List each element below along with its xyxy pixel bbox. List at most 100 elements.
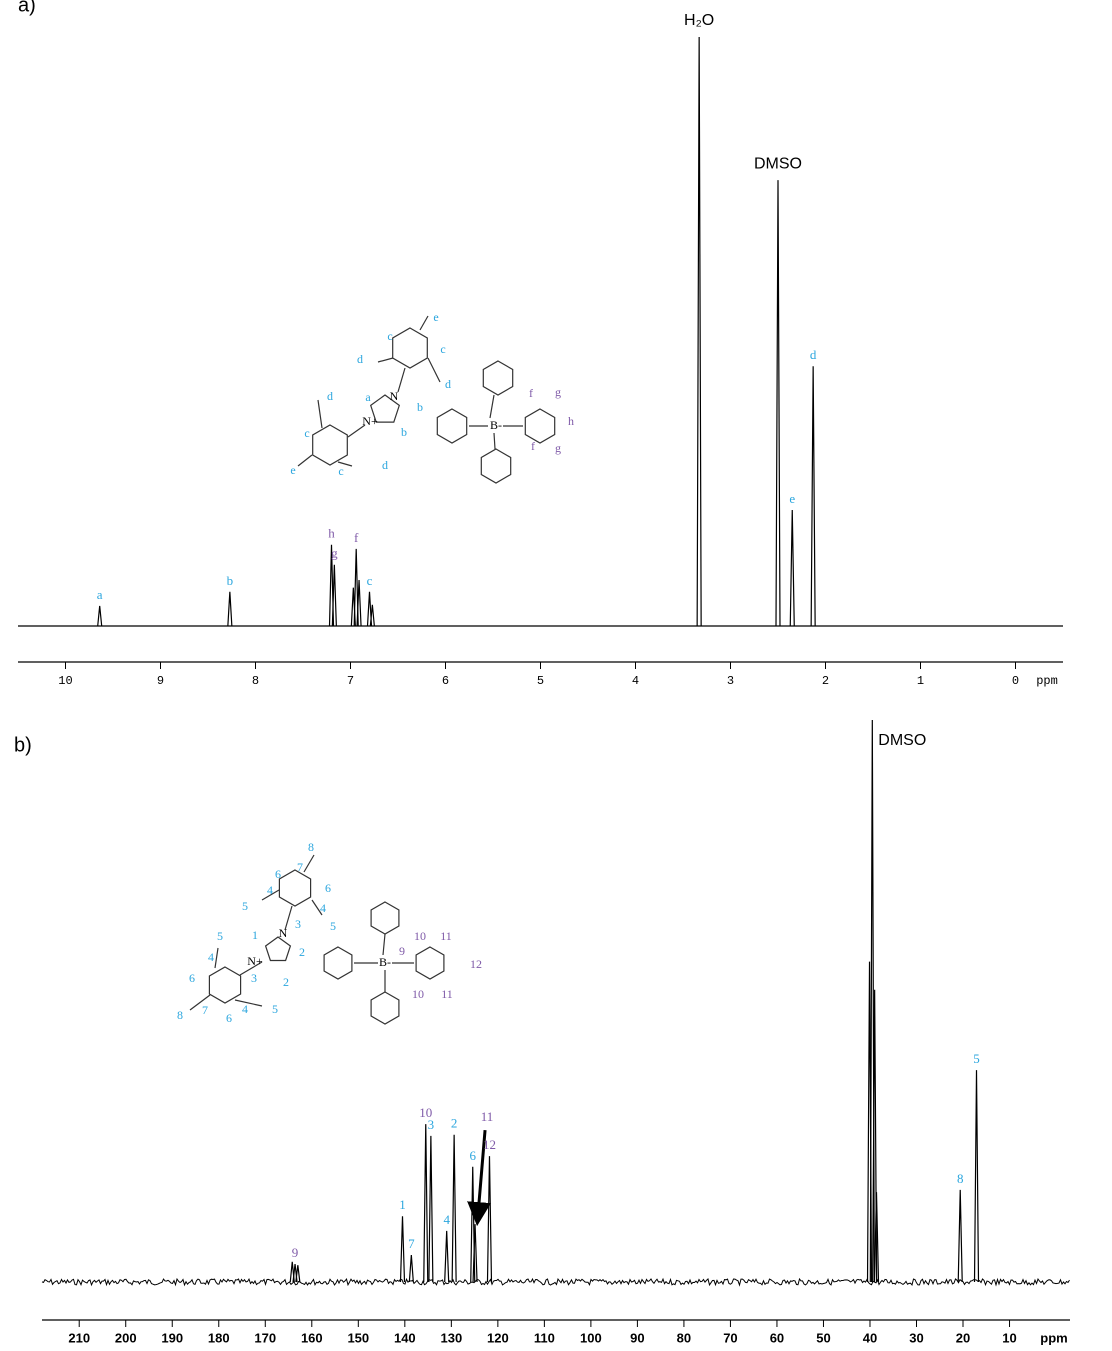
x-tick-label: 150 — [347, 1330, 369, 1345]
peak-label: 10 — [419, 1105, 432, 1120]
x-axis-label: ppm — [1036, 674, 1058, 688]
structure-bond — [297, 454, 313, 467]
x-tick-label: 10 — [1002, 1330, 1016, 1345]
structure-bond — [311, 899, 323, 916]
structure-label: b — [417, 400, 423, 414]
x-tick-label: 5 — [537, 674, 544, 688]
structure-bond — [303, 854, 315, 873]
structure-label: d — [445, 377, 451, 391]
structure-label: d — [382, 458, 388, 472]
peak — [295, 1265, 301, 1283]
structure-label: 5 — [272, 1002, 278, 1016]
peak-label: 3 — [428, 1117, 435, 1132]
structure-label: b — [401, 425, 407, 439]
structure-ring — [370, 991, 400, 1025]
panel-label: a) — [18, 0, 36, 16]
structure-label: N+ — [362, 414, 378, 428]
structure-label: 7 — [202, 1003, 208, 1017]
x-tick-label: 110 — [534, 1330, 555, 1345]
structure-ring — [415, 946, 445, 980]
structure-label: 11 — [441, 987, 453, 1001]
structure-label: 4 — [208, 950, 214, 964]
structure-bond — [214, 947, 219, 969]
structure-label: N+ — [247, 954, 263, 968]
structure-label: f — [529, 386, 533, 400]
x-tick-label: 4 — [632, 674, 639, 688]
structure-label: e — [290, 463, 295, 477]
peak-label: DMSO — [878, 732, 926, 749]
x-tick-label: 60 — [770, 1330, 784, 1345]
peak-label: e — [789, 491, 795, 506]
peak-label: b — [227, 573, 234, 588]
structure-label: 5 — [330, 919, 336, 933]
structure-label: c — [338, 464, 343, 478]
peak — [444, 1230, 450, 1283]
x-tick-label: 20 — [956, 1330, 970, 1345]
panel-label: b) — [14, 734, 32, 756]
structure-label: 4 — [242, 1002, 248, 1016]
peak-label: a — [97, 587, 103, 602]
peak-label: 9 — [292, 1245, 299, 1260]
structure-label: c — [387, 329, 392, 343]
peak — [957, 1189, 963, 1283]
peak-label: 8 — [957, 1171, 964, 1186]
structure-ring — [436, 408, 468, 444]
structure-bond — [377, 357, 394, 363]
structure-label: 4 — [267, 883, 273, 897]
peak-label: DMSO — [754, 155, 802, 172]
peak — [872, 989, 878, 1283]
structure-label: 1 — [252, 928, 258, 942]
x-tick-label: 210 — [68, 1330, 90, 1345]
x-tick-label: 2 — [822, 674, 829, 688]
structure-label: 10 — [414, 929, 426, 943]
structure-bond — [493, 432, 496, 450]
structure-bond — [234, 999, 263, 1007]
structure-label: 2 — [283, 975, 289, 989]
peak-label: 2 — [451, 1116, 458, 1131]
x-tick-label: 100 — [580, 1330, 602, 1345]
peak — [353, 548, 359, 627]
x-tick-label: 160 — [301, 1330, 323, 1345]
x-tick-label: 50 — [816, 1330, 830, 1345]
peak-label: 6 — [469, 1148, 476, 1163]
peak-label: 1 — [399, 1197, 406, 1212]
structure-bond — [189, 994, 211, 1011]
label-arrow — [467, 1129, 492, 1227]
structure-ring — [524, 408, 556, 444]
peak — [356, 580, 362, 627]
x-tick-label: 0 — [1012, 674, 1019, 688]
structure-label: d — [357, 352, 363, 366]
structure-ring — [278, 869, 312, 907]
structure-ring — [208, 966, 242, 1004]
x-tick-label: 30 — [909, 1330, 923, 1345]
x-tick-label: 170 — [254, 1330, 276, 1345]
structure-bond — [419, 315, 429, 331]
x-tick-label: 6 — [442, 674, 449, 688]
x-tick-label: 8 — [252, 674, 259, 688]
structure-ring — [264, 936, 292, 962]
structure-label: 3 — [251, 971, 257, 985]
structure-bond — [397, 367, 406, 393]
peak — [810, 366, 816, 627]
peak — [97, 605, 103, 627]
structure-label: 6 — [275, 867, 281, 881]
structure-label: 4 — [320, 901, 326, 915]
structure-ring — [370, 901, 400, 935]
structure-bond — [317, 399, 323, 429]
peak — [408, 1254, 414, 1283]
structure-label: 8 — [308, 840, 314, 854]
x-tick-label: 200 — [115, 1330, 137, 1345]
x-tick-label: 3 — [727, 674, 734, 688]
structure-label: f — [531, 439, 535, 453]
x-tick-label: 70 — [723, 1330, 737, 1345]
peak — [789, 509, 795, 627]
peak — [227, 591, 233, 627]
structure-bond — [347, 424, 366, 438]
x-tick-label: 10 — [58, 674, 72, 688]
structure-label: 5 — [217, 929, 223, 943]
peak-label: c — [367, 573, 373, 588]
structure-label: N — [279, 926, 288, 940]
peak — [486, 1156, 493, 1283]
structure-bond — [427, 357, 441, 383]
structure-ring — [480, 448, 512, 484]
